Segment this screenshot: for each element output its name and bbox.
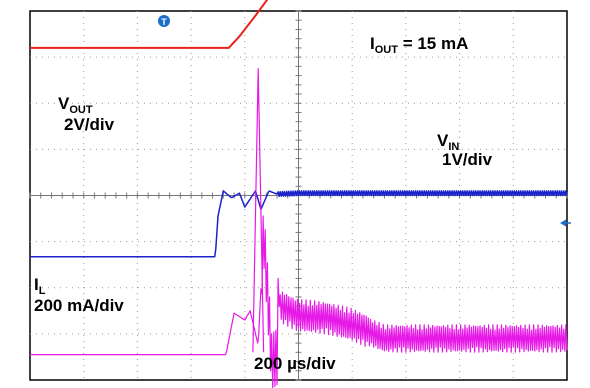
- vin-sub: IN: [448, 141, 459, 153]
- il-scale: 200 mA/div: [34, 296, 124, 315]
- timebase-label: 200 µs/div: [254, 354, 336, 373]
- vin-annotation: VIN: [437, 131, 459, 153]
- trace-v-in: [30, 190, 568, 258]
- vout-main: V: [58, 94, 70, 113]
- il-main: I: [34, 275, 39, 294]
- il-annotation: IL: [34, 275, 46, 297]
- trace-i-l: [30, 215, 568, 388]
- trace-i-l-spike: [252, 68, 265, 353]
- trigger-marker: T: [158, 15, 170, 27]
- vin-scale: 1V/div: [442, 150, 493, 169]
- iout-main: I: [370, 34, 375, 53]
- traces: [30, 0, 568, 388]
- vout-annotation: VOUT: [58, 94, 93, 116]
- vout-scale: 2V/div: [64, 115, 115, 134]
- arrow-left-icon: [560, 219, 566, 227]
- il-sub: L: [39, 285, 46, 297]
- iout-value: = 15 mA: [398, 34, 468, 53]
- vin-main: V: [437, 131, 449, 150]
- iout-annotation: IOUT = 15 mA: [370, 34, 468, 56]
- trace-v-out: [30, 0, 269, 49]
- iout-sub: OUT: [375, 44, 399, 56]
- trigger-marker-label: T: [161, 17, 167, 27]
- vout-sub: OUT: [69, 104, 93, 116]
